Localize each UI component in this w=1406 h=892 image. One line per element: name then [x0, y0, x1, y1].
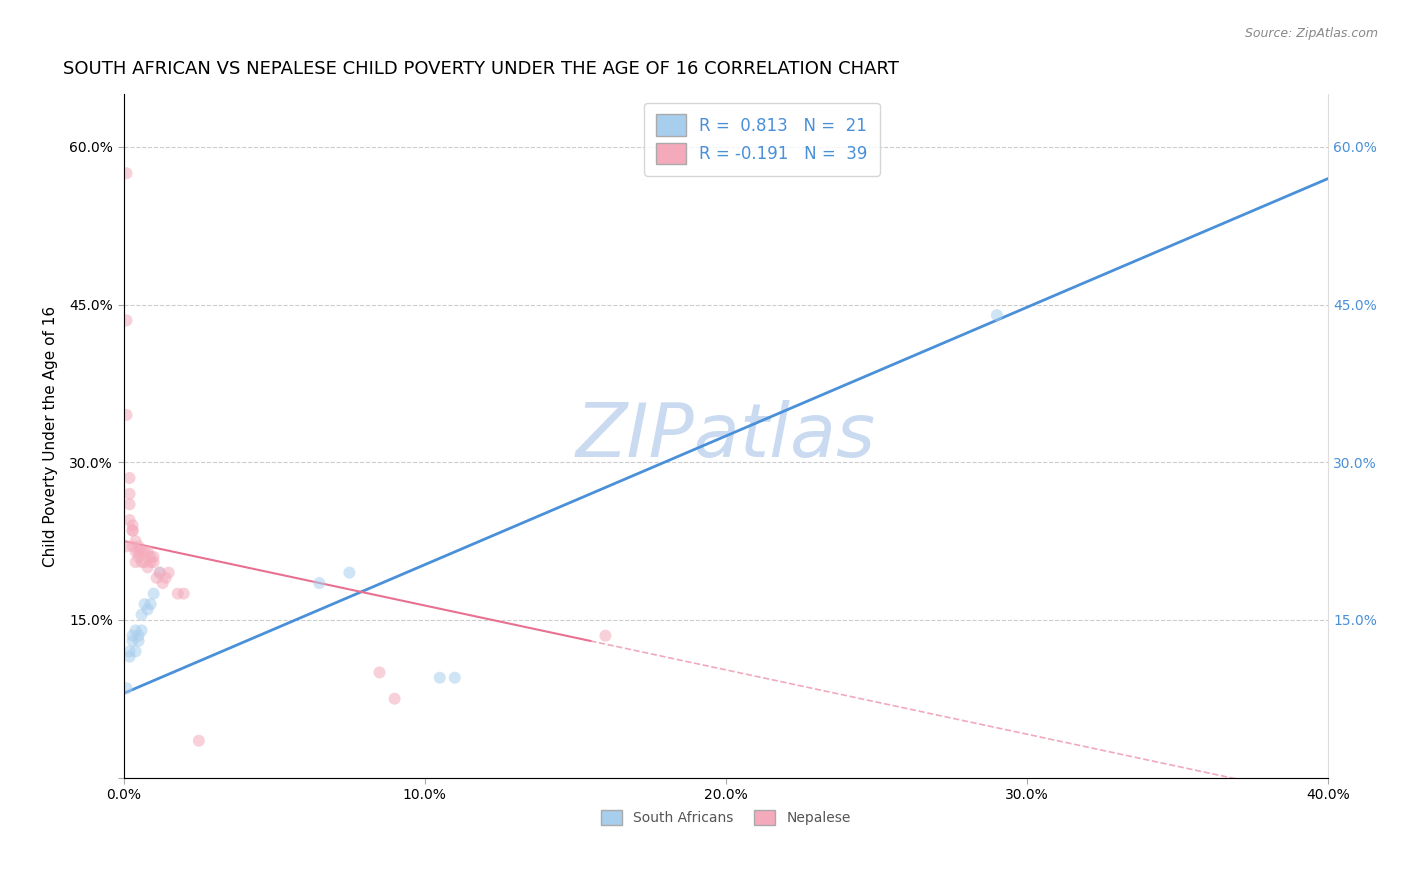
- Point: [118, 649, 141, 664]
- Point: [115, 166, 138, 180]
- Point: [986, 308, 1008, 322]
- Point: [131, 624, 153, 638]
- Point: [429, 671, 451, 685]
- Text: SOUTH AFRICAN VS NEPALESE CHILD POVERTY UNDER THE AGE OF 16 CORRELATION CHART: SOUTH AFRICAN VS NEPALESE CHILD POVERTY …: [63, 60, 900, 78]
- Point: [124, 644, 146, 658]
- Point: [145, 571, 167, 585]
- Point: [155, 571, 177, 585]
- Point: [124, 624, 146, 638]
- Point: [131, 555, 153, 569]
- Point: [128, 549, 150, 564]
- Point: [136, 560, 159, 574]
- Point: [128, 629, 150, 643]
- Point: [166, 586, 188, 600]
- Point: [384, 691, 406, 706]
- Point: [131, 607, 153, 622]
- Point: [157, 566, 180, 580]
- Legend: South Africans, Nepalese: South Africans, Nepalese: [595, 804, 858, 832]
- Point: [136, 602, 159, 616]
- Point: [339, 566, 361, 580]
- Point: [124, 534, 146, 549]
- Point: [121, 524, 143, 538]
- Point: [115, 313, 138, 327]
- Point: [121, 634, 143, 648]
- Point: [121, 629, 143, 643]
- Point: [173, 586, 195, 600]
- Point: [142, 555, 165, 569]
- Point: [121, 524, 143, 538]
- Point: [142, 549, 165, 564]
- Point: [368, 665, 391, 680]
- Point: [595, 629, 617, 643]
- Point: [118, 471, 141, 485]
- Y-axis label: Child Poverty Under the Age of 16: Child Poverty Under the Age of 16: [44, 305, 58, 566]
- Point: [134, 544, 156, 558]
- Point: [152, 576, 174, 591]
- Point: [142, 586, 165, 600]
- Point: [118, 487, 141, 501]
- Point: [136, 544, 159, 558]
- Point: [131, 544, 153, 558]
- Point: [115, 539, 138, 553]
- Point: [115, 681, 138, 696]
- Point: [118, 513, 141, 527]
- Text: Source: ZipAtlas.com: Source: ZipAtlas.com: [1244, 27, 1378, 40]
- Point: [308, 576, 330, 591]
- Point: [134, 555, 156, 569]
- Point: [128, 544, 150, 558]
- Point: [139, 555, 162, 569]
- Point: [149, 566, 172, 580]
- Point: [128, 634, 150, 648]
- Point: [124, 555, 146, 569]
- Point: [139, 549, 162, 564]
- Text: ZIPatlas: ZIPatlas: [576, 400, 876, 472]
- Point: [134, 597, 156, 611]
- Point: [128, 539, 150, 553]
- Point: [118, 497, 141, 511]
- Point: [187, 733, 209, 747]
- Point: [121, 539, 143, 553]
- Point: [115, 408, 138, 422]
- Point: [443, 671, 465, 685]
- Point: [149, 566, 172, 580]
- Point: [118, 644, 141, 658]
- Point: [139, 597, 162, 611]
- Point: [124, 544, 146, 558]
- Point: [121, 518, 143, 533]
